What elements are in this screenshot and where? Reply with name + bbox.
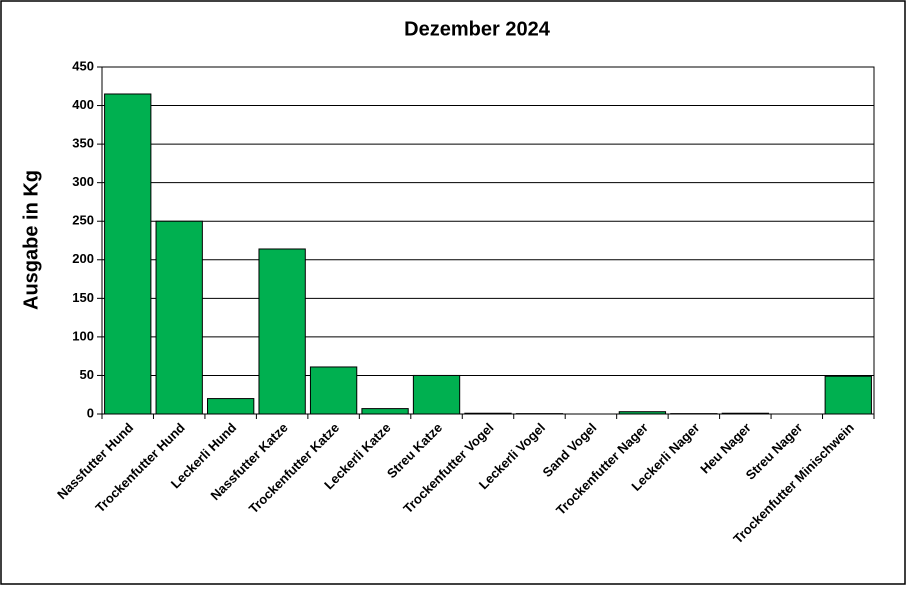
bar [825, 376, 871, 414]
bar [722, 413, 768, 414]
y-tick-label: 200 [72, 251, 94, 266]
bar [259, 249, 305, 414]
bar [619, 412, 665, 414]
y-tick-label: 250 [72, 213, 94, 228]
bar [362, 409, 408, 414]
bar [105, 94, 151, 414]
bar [310, 367, 356, 414]
y-tick-label: 0 [87, 405, 94, 420]
bar [156, 221, 202, 414]
y-tick-label: 450 [72, 58, 94, 73]
bar [208, 399, 254, 414]
y-axis-title: Ausgabe in Kg [20, 170, 42, 310]
y-tick-label: 350 [72, 136, 94, 151]
y-tick-label: 400 [72, 97, 94, 112]
y-tick-label: 100 [72, 328, 94, 343]
bar [413, 375, 459, 414]
bar [465, 413, 511, 414]
chart-title: Dezember 2024 [404, 18, 551, 40]
y-tick-label: 50 [80, 367, 94, 382]
y-tick-label: 150 [72, 290, 94, 305]
y-tick-label: 300 [72, 174, 94, 189]
